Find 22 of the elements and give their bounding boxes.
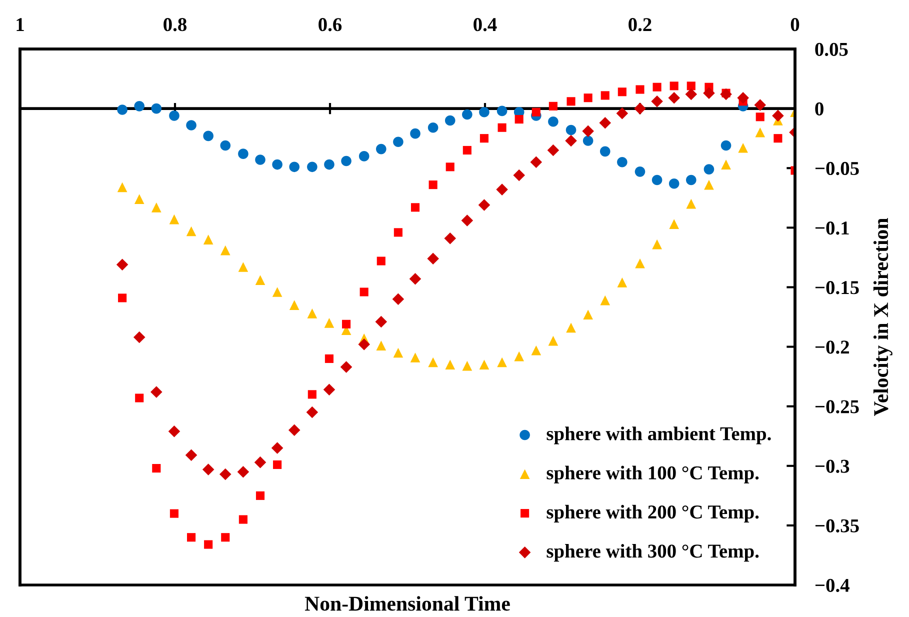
y-tick-label: −0.1 [815, 221, 849, 235]
x-tick-label: 0 [790, 18, 800, 32]
legend-label: sphere with 100 °C Temp. [546, 466, 759, 484]
y-tick-label: −0.05 [815, 162, 859, 176]
legend-label: sphere with 300 °C Temp. [546, 544, 759, 562]
y-tick-label: 0 [815, 102, 824, 116]
x-tick-label: 1 [16, 18, 24, 31]
y-tick-label: −0.4 [815, 578, 850, 592]
y-tick-label: 0.05 [815, 42, 848, 56]
y-axis-title: Velocity in X direction [873, 218, 892, 416]
y-tick-label: −0.25 [815, 400, 859, 414]
x-tick-label: 0.4 [474, 18, 497, 32]
x-tick-label: 0.2 [628, 18, 652, 32]
y-tick-label: −0.15 [815, 281, 859, 294]
y-tick-label: −0.35 [815, 519, 859, 532]
x-axis-title: Non-Dimensional Time [304, 596, 510, 611]
y-tick-label: −0.3 [815, 460, 850, 473]
legend-label: sphere with 200 °C Temp. [546, 504, 759, 523]
x-tick-label: 0.8 [164, 18, 187, 32]
legend-label: sphere with ambient Temp. [546, 426, 771, 444]
x-tick-label: 0.6 [318, 18, 342, 32]
y-tick-label: −0.2 [815, 340, 849, 354]
